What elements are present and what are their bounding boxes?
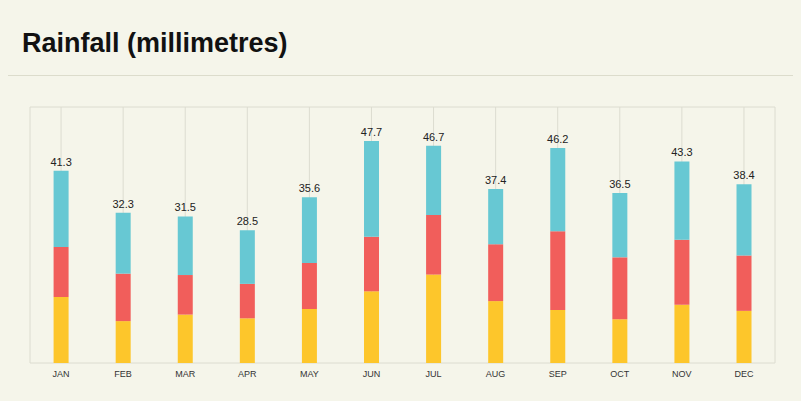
svg-text:JUL: JUL <box>426 369 442 379</box>
svg-text:NOV: NOV <box>672 369 692 379</box>
svg-text:JAN: JAN <box>53 369 70 379</box>
svg-text:32.3: 32.3 <box>112 198 133 210</box>
svg-text:FEB: FEB <box>114 369 132 379</box>
svg-text:31.5: 31.5 <box>175 201 196 213</box>
svg-text:AUG: AUG <box>486 369 506 379</box>
svg-text:MAY: MAY <box>300 369 319 379</box>
svg-text:46.2: 46.2 <box>547 133 568 145</box>
svg-text:43.3: 43.3 <box>671 146 692 158</box>
svg-text:47.7: 47.7 <box>361 126 382 138</box>
svg-text:37.4: 37.4 <box>485 174 506 186</box>
svg-text:OCT: OCT <box>610 369 630 379</box>
svg-text:36.5: 36.5 <box>609 178 630 190</box>
svg-text:SEP: SEP <box>549 369 567 379</box>
svg-text:28.5: 28.5 <box>237 215 258 227</box>
svg-text:35.6: 35.6 <box>299 182 320 194</box>
svg-text:38.4: 38.4 <box>733 169 754 181</box>
svg-text:JUN: JUN <box>363 369 381 379</box>
svg-text:41.3: 41.3 <box>50 156 71 168</box>
svg-text:MAR: MAR <box>175 369 196 379</box>
html-text:Rainfall (millimetres): Rainfall (millimetres) <box>22 28 288 58</box>
svg-text:DEC: DEC <box>734 369 754 379</box>
svg-text:46.7: 46.7 <box>423 131 444 143</box>
svg-text:APR: APR <box>238 369 257 379</box>
